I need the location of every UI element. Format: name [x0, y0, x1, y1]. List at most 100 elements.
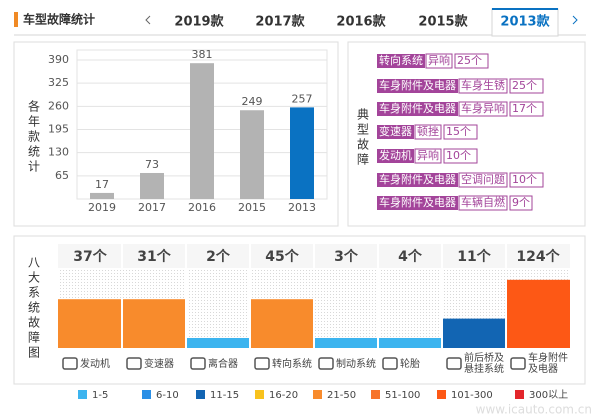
tab[interactable]: 2017款	[255, 14, 305, 30]
value-label: 257	[292, 92, 313, 105]
count-tag	[509, 78, 544, 94]
tab[interactable]: 2016款	[336, 14, 386, 30]
value-label: 124个	[516, 248, 560, 265]
system-name: 车身附件及电器	[379, 172, 456, 186]
panel	[13, 235, 586, 385]
chart-title: 八大系统故障图	[27, 256, 41, 361]
legend-label: 11-15	[210, 390, 239, 401]
legend-label: 101-300	[451, 390, 493, 401]
count: 25个	[512, 79, 537, 92]
fault-tag	[458, 172, 508, 188]
category-label: 离合器	[208, 357, 238, 370]
bar	[190, 63, 214, 199]
fault-name: 空调问题	[461, 172, 505, 186]
icon	[510, 357, 526, 370]
count-tag	[509, 172, 544, 188]
fault-name: 车身生锈	[461, 78, 505, 92]
icon	[126, 357, 142, 370]
icon	[446, 357, 462, 370]
title-marker	[14, 12, 18, 27]
legend-swatch	[78, 390, 87, 399]
x-tick-label: 2013	[288, 201, 316, 214]
bar	[250, 299, 314, 348]
bar	[240, 110, 264, 199]
legend-label: 16-20	[269, 390, 298, 401]
tab-selected	[491, 8, 559, 37]
icon	[254, 357, 270, 370]
value-label: 381	[192, 48, 213, 61]
system-tag	[377, 125, 414, 139]
prev-arrow[interactable]	[145, 15, 151, 25]
y-tick-label: 390	[48, 53, 69, 66]
system-name: 车身附件及电器	[379, 195, 456, 209]
value-label: 249	[242, 95, 263, 108]
legend-swatch	[371, 390, 380, 399]
system-tag	[377, 102, 458, 116]
icon	[318, 357, 334, 370]
category-label: 发动机	[80, 357, 110, 370]
count-tag	[443, 124, 478, 140]
bar	[314, 338, 378, 348]
value-label: 73	[145, 158, 159, 171]
value-label: 37个	[73, 248, 107, 265]
bar	[378, 338, 442, 348]
value-label: 3个	[334, 248, 359, 265]
value-label: 11个	[457, 248, 491, 265]
fault-name: 顿挫	[417, 124, 439, 138]
system-name: 车身附件及电器	[379, 101, 456, 115]
count: 25个	[457, 54, 482, 67]
fault-name: 异响	[428, 54, 450, 67]
y-tick-label: 260	[48, 99, 69, 112]
tab[interactable]: 2013款	[500, 14, 550, 30]
count: 15个	[446, 125, 471, 138]
legend-swatch	[196, 390, 205, 399]
count: 10个	[446, 149, 471, 162]
category-line: 车身附件	[528, 351, 568, 364]
system-name: 发动机	[379, 148, 412, 162]
category-label: 转向系统	[272, 357, 312, 370]
bar	[186, 338, 250, 348]
count-tag	[509, 195, 533, 211]
bar	[290, 107, 314, 199]
category-label: 制动系统	[336, 357, 376, 370]
tab[interactable]: 2015款	[418, 14, 468, 30]
y-tick-label: 325	[48, 76, 69, 89]
fault-tag	[414, 124, 442, 140]
panel	[347, 41, 586, 227]
fault-tag	[414, 148, 442, 164]
fault-name: 异响	[417, 149, 439, 162]
icon	[62, 357, 78, 370]
y-tick-label: 195	[48, 122, 69, 135]
legend-swatch	[142, 390, 151, 399]
x-tick-label: 2015	[238, 201, 266, 214]
system-tag	[377, 173, 458, 187]
category-line: 前后桥及	[464, 351, 504, 364]
category-line: 悬挂系统	[464, 362, 504, 375]
category-label: 变速器	[144, 357, 174, 370]
icon	[382, 357, 398, 370]
count-tag	[509, 101, 544, 117]
value-label: 45个	[265, 248, 299, 265]
x-tick-label: 2016	[188, 201, 216, 214]
legend-swatch	[515, 390, 524, 399]
tab[interactable]: 2019款	[174, 14, 224, 30]
y-tick-label: 130	[48, 146, 69, 159]
next-arrow[interactable]	[572, 15, 578, 25]
system-name: 车身附件及电器	[379, 78, 456, 92]
bar	[122, 299, 186, 348]
system-tag	[377, 149, 414, 163]
count: 10个	[512, 173, 537, 186]
faults-title: 典型故障	[356, 108, 370, 168]
value-label: 17	[95, 178, 109, 191]
system-name: 变速器	[379, 124, 412, 138]
system-tag	[377, 79, 458, 93]
legend-swatch	[437, 390, 446, 399]
legend-swatch	[313, 390, 322, 399]
legend-label: 1-5	[92, 390, 108, 401]
x-tick-label: 2017	[138, 201, 166, 214]
fault-name: 车辆自燃	[461, 195, 505, 209]
system-tag	[377, 54, 425, 68]
bar	[442, 318, 506, 348]
value-label: 31个	[137, 248, 171, 265]
system-tag	[377, 196, 458, 210]
